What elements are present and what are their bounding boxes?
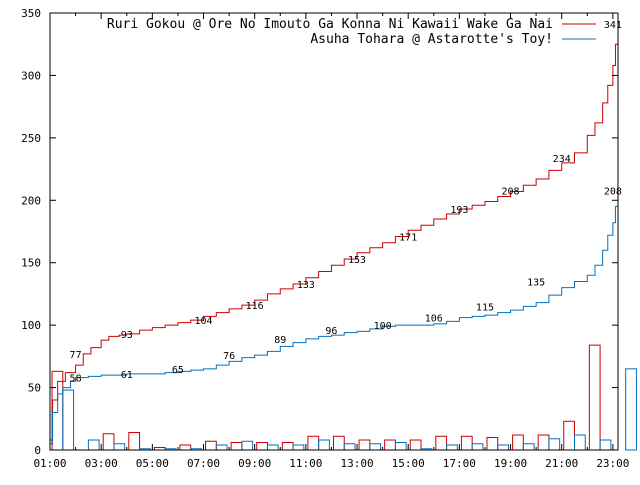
hourly-bar [369,443,382,451]
x-tick-label: 05:00 [136,457,169,470]
data-label: 153 [348,255,366,266]
x-tick-label: 07:00 [187,457,220,470]
x-tick-label: 17:00 [443,457,476,470]
hourly-bar [394,442,407,451]
data-label: 61 [121,370,133,381]
cumulative-line [50,190,619,445]
hourly-bar [512,434,524,451]
plot-frame [49,12,619,451]
hourly-bar [332,435,345,451]
x-tick-label: 11:00 [289,457,322,470]
y-tick-label: 0 [34,444,41,457]
hourly-bar [588,344,601,451]
hourly-bar [522,443,535,451]
y-tick-label: 150 [21,257,41,270]
hourly-bar [87,439,100,451]
hourly-bar [281,442,294,451]
hourly-bar [343,443,356,451]
data-label: 193 [450,205,468,216]
hourly-bar [292,444,305,451]
hourly-bar [460,435,473,451]
data-label: 106 [425,314,443,325]
x-tick-label: 23:00 [596,457,629,470]
hourly-bar [179,444,192,451]
cumulative-line [50,24,619,441]
data-label: 65 [172,365,184,376]
y-tick-label: 350 [21,7,41,20]
hourly-bar [563,420,576,451]
y-tick-label: 50 [28,382,41,395]
hourly-bar [62,389,75,451]
hourly-bar [215,444,228,451]
data-label: 116 [246,301,264,312]
hourly-bar [230,442,243,451]
hourly-bar [435,435,448,451]
hourly-bar [599,439,612,451]
x-tick-label: 03:00 [85,457,118,470]
hourly-bar [548,438,561,451]
data-label: 135 [527,277,545,288]
hourly-bar [307,435,320,451]
legend: Ruri Gokou @ Ore No Imouto Ga Konna Ni K… [107,17,596,47]
y-tick-label: 200 [21,194,41,207]
axes-layer: 0 50 100 150 200 250 300 350 01:00 03:00 05:00 07:0… [21,7,629,470]
data-label: 208 [604,186,622,197]
x-tick-label: 13:00 [340,457,373,470]
bars-layer [51,344,637,451]
x-tick-label: 15:00 [392,457,425,470]
hourly-bar [205,440,217,451]
data-label: 96 [325,326,337,337]
hourly-bar [256,442,268,451]
x-tick-label: 21:00 [545,457,578,470]
hourly-bar [486,437,499,451]
legend-label: Ruri Gokou @ Ore No Imouto Ga Konna Ni K… [107,17,553,32]
data-label: 104 [194,316,212,327]
hourly-bar [625,368,637,451]
hourly-bar [497,444,509,451]
hourly-bar [537,434,550,451]
x-tick-label: 01:00 [33,457,66,470]
hourly-bar [102,433,115,451]
hourly-bar [574,434,586,451]
x-tick-label: 09:00 [238,457,271,470]
hourly-bar [113,443,126,451]
data-labels-layer: 77 93 104 116 133 153 171 193 208 234 341 58 61 65 76 8… [70,20,622,384]
y-tick-label: 300 [21,69,41,82]
y-tick-label: 100 [21,319,41,332]
data-label: 100 [374,321,392,332]
data-label: 76 [223,351,235,362]
y-tick-label: 250 [21,132,41,145]
hourly-bar [318,439,330,451]
hourly-bar [358,439,371,451]
data-label: 58 [70,374,82,385]
data-label: 93 [121,330,133,341]
hourly-bar [409,439,422,451]
data-label: 77 [70,350,82,361]
data-label: 133 [297,280,315,291]
data-label: 171 [399,232,417,243]
hourly-bar [384,439,396,451]
hourly-bar [128,432,141,451]
hourly-bar [471,443,484,451]
hourly-bar [446,444,458,451]
legend-label: Asuha Tohara @ Astarotte's Toy! [310,32,553,47]
data-label: 115 [476,302,494,313]
data-label: 341 [604,20,622,31]
data-label: 234 [553,154,571,165]
hourly-bar [241,440,254,451]
hourly-bar [266,444,279,451]
data-label: 89 [274,335,286,346]
data-label: 208 [502,186,520,197]
x-tick-label: 19:00 [494,457,527,470]
lines-layer [50,24,619,445]
